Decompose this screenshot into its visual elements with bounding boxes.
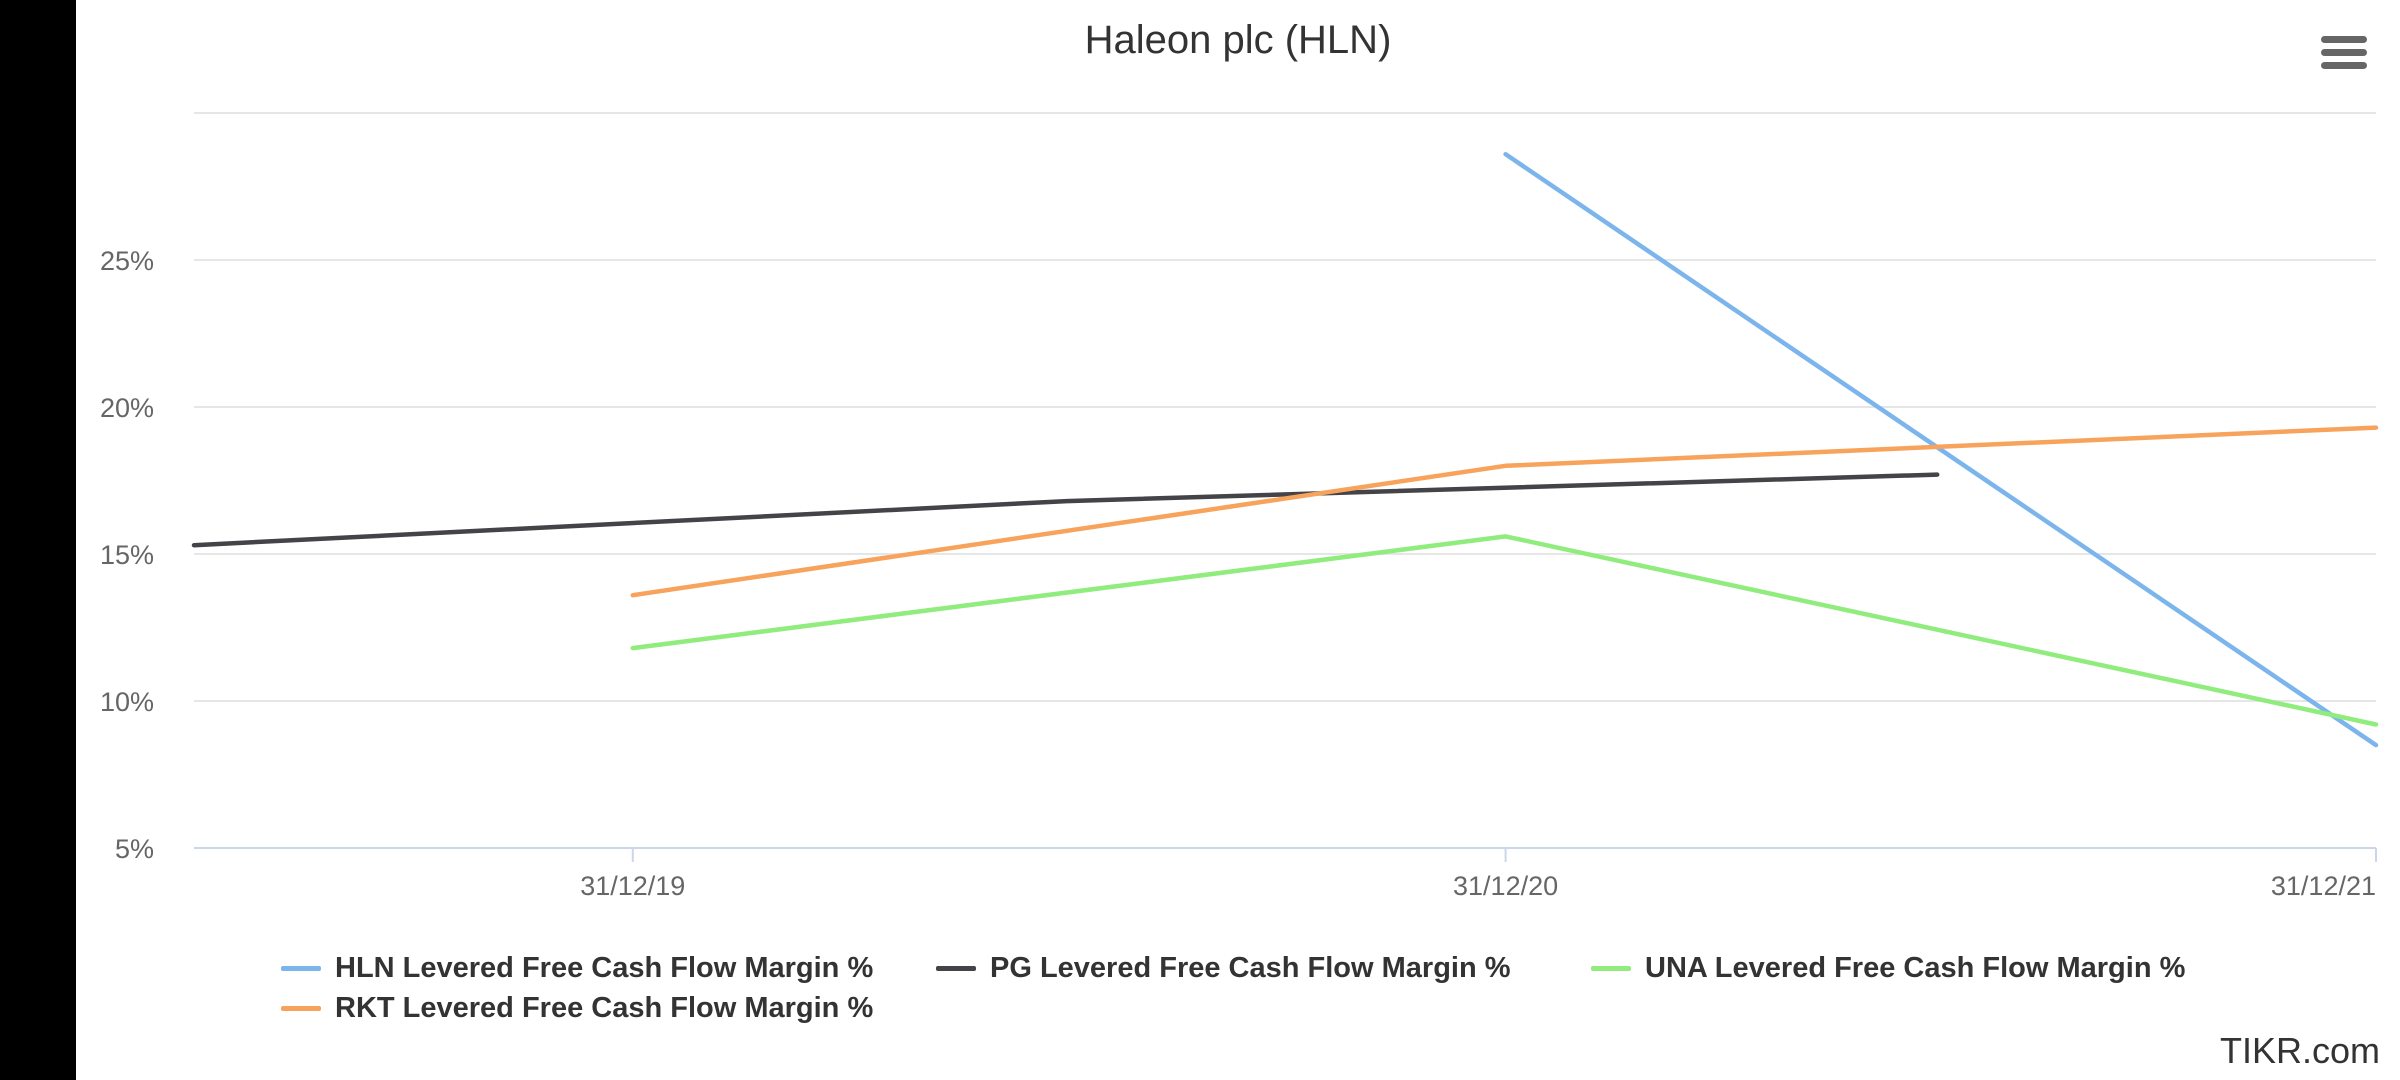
- left-black-margin: [0, 0, 76, 1080]
- x-tick-label: 31/12/19: [580, 871, 685, 901]
- legend-swatch-hln: [281, 965, 321, 971]
- y-tick-label: 5%: [115, 834, 154, 864]
- series-line-rkt: [630, 425, 2379, 598]
- legend-label-rkt: RKT Levered Free Cash Flow Margin %: [335, 991, 874, 1024]
- series-line-pg: [191, 472, 1940, 548]
- legend-label-pg: PG Levered Free Cash Flow Margin %: [990, 951, 1511, 984]
- y-tick-label: 25%: [100, 246, 154, 276]
- x-axis-labels: 31/12/19 31/12/20 31/12/21: [580, 871, 2376, 901]
- chart-container: Haleon plc (HLN) 5% 10% 15% 20% 25% 31/12/19…: [76, 0, 2400, 1080]
- x-axis: [194, 847, 2377, 862]
- legend-swatch-una: [1591, 965, 1631, 971]
- series-line-una: [630, 534, 2379, 727]
- hamburger-menu-icon[interactable]: [2321, 36, 2367, 76]
- legend-label-hln: HLN Levered Free Cash Flow Margin %: [335, 951, 874, 984]
- y-tick-label: 10%: [100, 687, 154, 717]
- y-tick-label: 15%: [100, 540, 154, 570]
- plot-area: 5% 10% 15% 20% 25% 31/12/19 31/12/20 31/12/21: [100, 112, 2379, 901]
- y-tick-label: 20%: [100, 393, 154, 423]
- x-tick-label: 31/12/21: [2271, 871, 2376, 901]
- legend-swatch-rkt: [281, 1005, 321, 1011]
- legend-item-una[interactable]: UNA Levered Free Cash Flow Margin %: [1591, 948, 2185, 988]
- legend-label-una: UNA Levered Free Cash Flow Margin %: [1645, 951, 2186, 984]
- legend-item-rkt[interactable]: RKT Levered Free Cash Flow Margin %: [281, 988, 873, 1028]
- series-lines: [191, 151, 2379, 748]
- tikr-credit: TIKR.com: [2219, 1030, 2380, 1071]
- legend-swatch-pg: [936, 965, 976, 971]
- chart-title: Haleon plc (HLN): [1084, 18, 1392, 62]
- y-axis: 5% 10% 15% 20% 25%: [100, 246, 154, 864]
- grid-lines: [194, 112, 2376, 702]
- legend-item-pg[interactable]: PG Levered Free Cash Flow Margin %: [936, 948, 1511, 988]
- legend-item-hln[interactable]: HLN Levered Free Cash Flow Margin %: [281, 948, 873, 988]
- x-tick-label: 31/12/20: [1453, 871, 1558, 901]
- series-line-hln: [1503, 151, 2379, 748]
